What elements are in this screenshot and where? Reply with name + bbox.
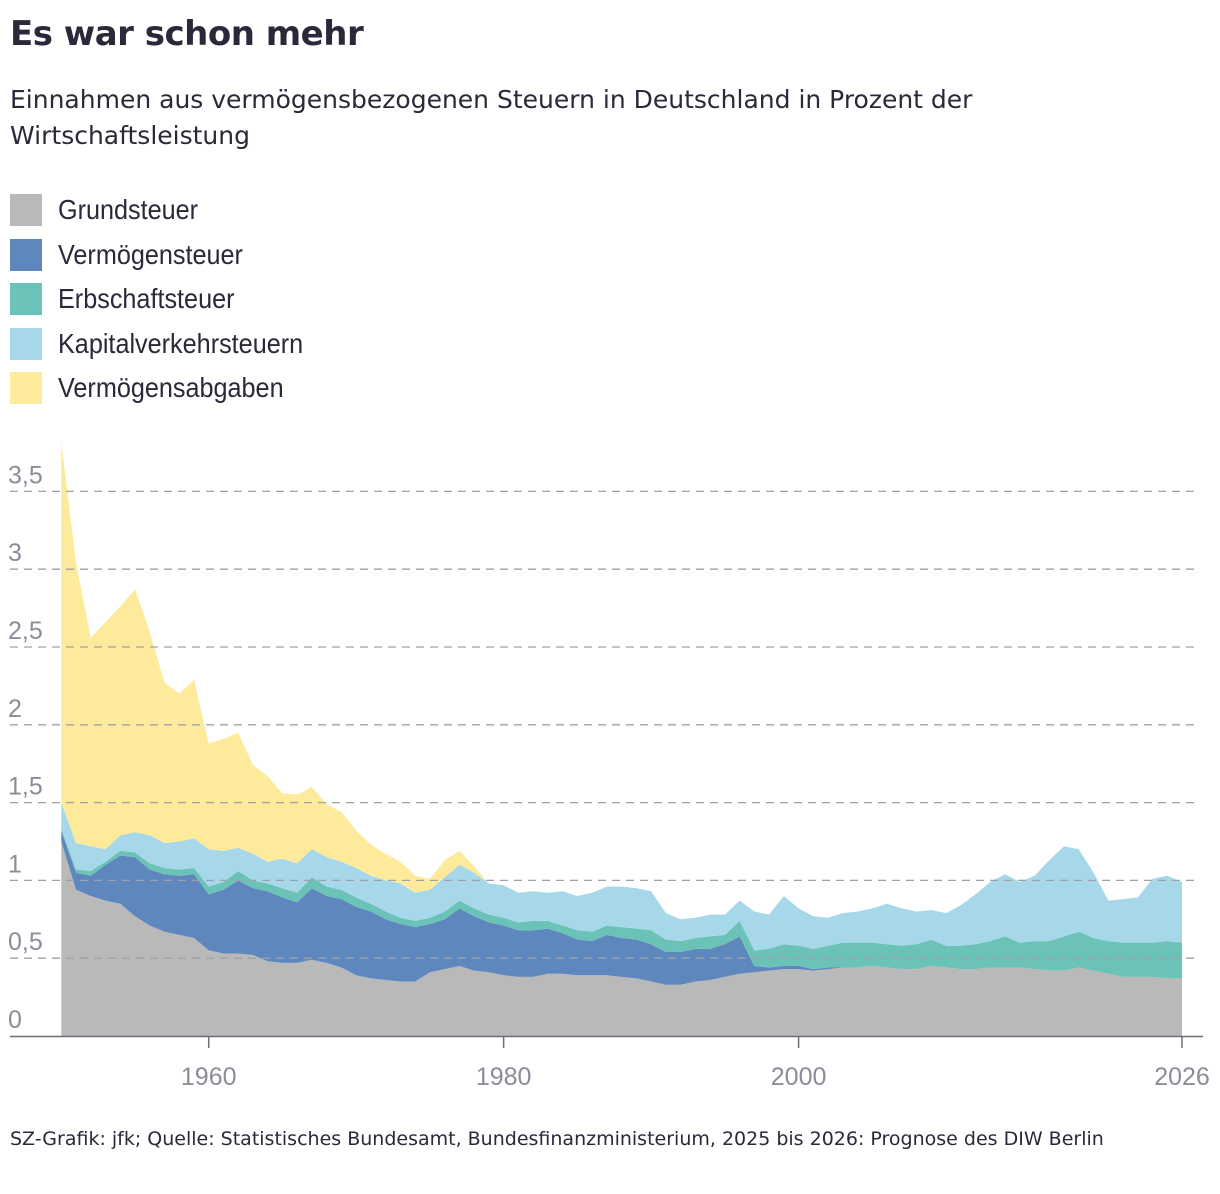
legend-item-vermoegensteuer: Vermögensteuer [10,233,330,278]
y-tick-label: 2 [8,695,22,723]
area-erbschaftsteuer [61,829,1182,979]
legend-item-erbschaftsteuer: Erbschaftsteuer [10,277,330,322]
legend-label-erbschaftsteuer: Erbschaftsteuer [58,283,235,315]
y-axis-ticks: 0 0,5 1 1,5 2 2,5 3 3,5 [8,461,43,1034]
legend: Grundsteuer Vermögensteuer Erbschaftsteu… [10,188,330,411]
area-vermoegensabgaben [61,441,1182,920]
legend-item-vermoegensabgaben: Vermögensabgaben [10,366,330,411]
legend-swatch-vermoegensabgaben [10,372,42,405]
area-vermoegensteuer [61,830,1182,985]
area-chart: 0 0,5 1 1,5 2 2,5 3 3,5 1960 1980 2000 2026 [8,441,1210,1091]
chart-title: Es war schon mehr [10,14,364,54]
series-areas [61,441,1182,1036]
x-tick-label: 1980 [476,1063,532,1091]
source-note: SZ-Grafik: jfk; Quelle: Statistisches Bu… [10,1128,1104,1150]
legend-label-kapitalverkehrsteuern: Kapitalverkehrsteuern [58,327,304,359]
area-kapitalverkehrsteuern [61,802,1182,951]
legend-label-vermoegensabgaben: Vermögensabgaben [58,372,284,404]
y-tick-label: 3 [8,539,22,567]
chart-subtitle: Einnahmen aus vermögensbezogenen Steuern… [10,85,973,150]
legend-label-grundsteuer: Grundsteuer [58,194,199,226]
x-tick-label: 2000 [771,1063,827,1091]
legend-swatch-erbschaftsteuer [10,283,42,316]
legend-item-grundsteuer: Grundsteuer [10,188,330,233]
y-gridlines [10,490,1200,959]
y-tick-label: 2,5 [8,617,43,645]
y-tick-label: 0,5 [8,928,43,956]
x-axis: 1960 1980 2000 2026 [10,1035,1210,1091]
y-tick-label: 0 [8,1006,22,1034]
legend-swatch-grundsteuer [10,194,42,227]
legend-item-kapitalverkehrsteuern: Kapitalverkehrsteuern [10,322,330,367]
legend-swatch-kapitalverkehrsteuern [10,327,42,360]
legend-swatch-vermoegensteuer [10,238,42,271]
y-tick-label: 3,5 [8,461,43,489]
area-grundsteuer [61,841,1182,1036]
x-tick-label: 1960 [181,1063,237,1091]
legend-label-vermoegensteuer: Vermögensteuer [58,238,243,270]
y-tick-label: 1 [8,850,22,878]
x-tick-label: 2026 [1154,1063,1210,1091]
y-tick-label: 1,5 [8,773,43,801]
